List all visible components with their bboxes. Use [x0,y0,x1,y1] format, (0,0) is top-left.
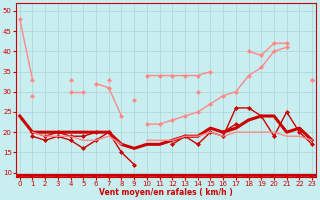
X-axis label: Vent moyen/en rafales ( km/h ): Vent moyen/en rafales ( km/h ) [99,188,233,197]
